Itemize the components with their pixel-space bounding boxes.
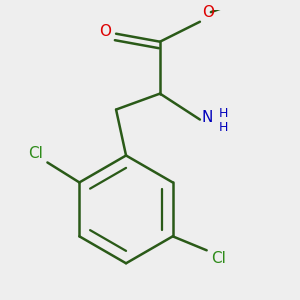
Text: N: N [202,110,213,125]
Text: H: H [219,121,228,134]
Text: O: O [99,24,111,39]
Text: Cl: Cl [211,251,226,266]
Text: Cl: Cl [28,146,44,161]
Text: O: O [202,5,214,20]
Text: H: H [219,107,228,121]
